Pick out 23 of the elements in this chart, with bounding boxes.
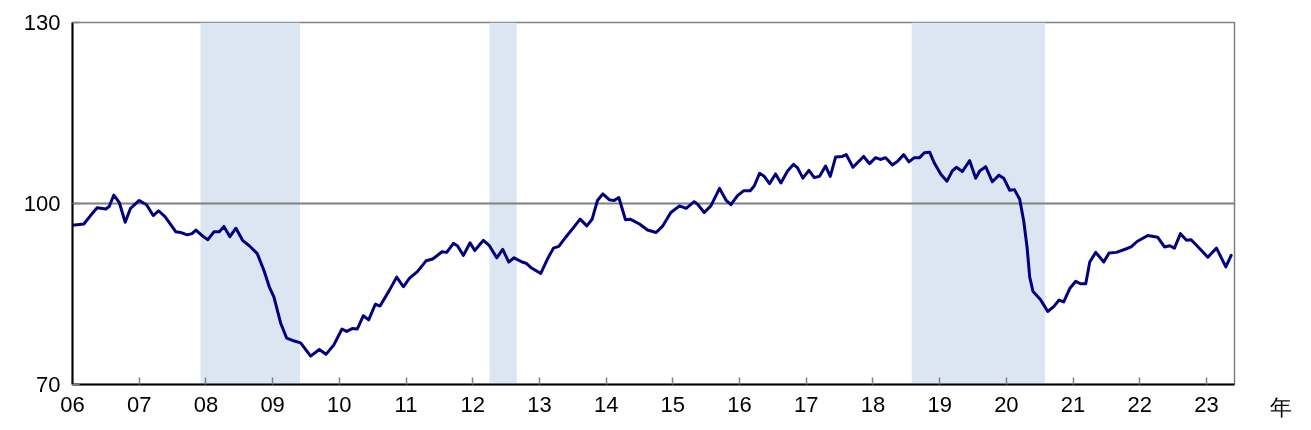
x-tick-label: 15: [660, 391, 686, 417]
x-tick-label: 07: [126, 391, 152, 417]
x-tick-label: 08: [193, 391, 219, 417]
x-tick-label: 19: [927, 391, 952, 417]
x-tick-label: 12: [460, 391, 485, 417]
x-tick-label: 09: [260, 391, 285, 417]
x-tick-label: 14: [593, 391, 619, 417]
x-tick-label: 21: [1060, 391, 1086, 417]
x-axis-title: 年: [1269, 395, 1292, 420]
x-tick-label: 18: [860, 391, 886, 417]
x-tick-label: 11: [394, 391, 418, 417]
y-tick-label: 70: [36, 372, 61, 397]
y-tick-label: 130: [23, 10, 61, 35]
x-tick-label: 23: [1194, 391, 1219, 417]
x-tick-label: 10: [327, 391, 352, 417]
x-tick-label: 17: [794, 391, 819, 417]
x-tick-label: 16: [727, 391, 752, 417]
x-tick-label: 13: [527, 391, 552, 417]
x-tick-label: 20: [994, 391, 1019, 417]
x-tick-label: 06: [60, 391, 85, 417]
y-tick-label: 100: [23, 191, 61, 216]
x-tick-label: 22: [1127, 391, 1153, 417]
line-series: [72, 150, 1233, 358]
